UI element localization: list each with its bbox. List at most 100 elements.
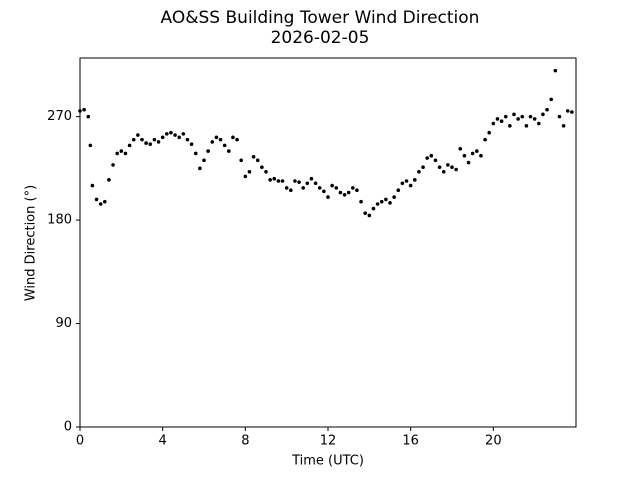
- data-point: [103, 199, 107, 204]
- data-point: [289, 188, 293, 192]
- data-point: [214, 135, 219, 140]
- data-point: [338, 190, 343, 195]
- data-point: [466, 160, 471, 165]
- data-point: [239, 158, 243, 163]
- data-point: [193, 151, 198, 156]
- data-point: [115, 151, 119, 156]
- data-point: [508, 124, 512, 128]
- data-point: [231, 135, 235, 140]
- data-point: [181, 132, 186, 136]
- x-tick-label: 0: [76, 434, 84, 449]
- data-point: [388, 201, 392, 205]
- y-tick-label: 90: [55, 316, 72, 331]
- data-point: [483, 137, 487, 142]
- data-point: [243, 174, 248, 179]
- data-point: [516, 117, 520, 121]
- data-point: [355, 188, 359, 192]
- x-tick-label: 4: [159, 434, 167, 449]
- data-point: [177, 135, 181, 140]
- data-point: [367, 213, 372, 218]
- x-axis-label: Time (UTC): [291, 454, 364, 469]
- x-tick-label: 12: [320, 434, 337, 449]
- data-point: [330, 183, 334, 188]
- data-point: [499, 119, 504, 124]
- y-tick-label: 180: [47, 213, 72, 228]
- data-point: [148, 142, 153, 147]
- data-point: [98, 202, 103, 206]
- chart-title: AO&SS Building Tower Wind Direction: [161, 8, 480, 28]
- data-point: [528, 114, 533, 119]
- data-point: [206, 149, 210, 153]
- data-point: [503, 114, 508, 119]
- data-point: [218, 137, 223, 142]
- data-point: [437, 165, 442, 170]
- y-tick-label: 0: [64, 420, 72, 435]
- data-point: [173, 133, 177, 137]
- data-point: [123, 151, 128, 156]
- data-point: [140, 137, 144, 142]
- data-point: [363, 211, 368, 215]
- data-point: [392, 195, 396, 199]
- data-point: [495, 117, 500, 121]
- data-point: [198, 166, 202, 171]
- data-point: [429, 153, 434, 158]
- data-point: [293, 179, 297, 183]
- data-point: [379, 199, 384, 204]
- data-point: [375, 202, 380, 206]
- data-point: [396, 188, 401, 192]
- data-point: [400, 181, 405, 186]
- data-point: [309, 176, 314, 181]
- data-point: [276, 179, 281, 183]
- data-point: [524, 124, 529, 128]
- data-point: [553, 68, 558, 73]
- data-point: [210, 140, 215, 144]
- data-point: [272, 176, 277, 181]
- data-point: [268, 178, 272, 182]
- data-point: [160, 135, 165, 140]
- data-point: [359, 199, 363, 204]
- x-tick-label: 16: [402, 434, 419, 449]
- data-point: [127, 143, 132, 148]
- data-point: [413, 178, 417, 182]
- data-point: [227, 149, 231, 153]
- data-point: [88, 143, 93, 148]
- data-point: [264, 170, 268, 174]
- data-point: [156, 140, 161, 144]
- x-tick-label: 20: [485, 434, 502, 449]
- data-point: [136, 133, 140, 137]
- data-point: [202, 158, 206, 163]
- data-point: [404, 179, 409, 183]
- chart-subtitle: 2026-02-05: [271, 28, 370, 48]
- data-point: [94, 197, 99, 202]
- data-point: [433, 158, 438, 163]
- data-point: [421, 165, 425, 170]
- plot-frame: [79, 57, 577, 428]
- data-point: [152, 137, 157, 142]
- data-point: [454, 167, 458, 172]
- data-point: [458, 147, 463, 151]
- data-point: [317, 186, 322, 190]
- data-point: [326, 195, 330, 199]
- data-point: [82, 107, 86, 112]
- data-point: [487, 130, 492, 135]
- data-point: [280, 179, 285, 183]
- y-tick-label: 270: [47, 109, 72, 124]
- data-point: [144, 141, 148, 145]
- data-point: [185, 137, 190, 142]
- data-point: [301, 186, 306, 190]
- data-point: [346, 190, 351, 195]
- data-point: [255, 158, 260, 163]
- data-point: [541, 112, 545, 117]
- x-tick-label: 8: [241, 434, 249, 449]
- data-point: [313, 181, 318, 186]
- data-point: [222, 143, 227, 148]
- data-point: [371, 206, 376, 211]
- data-point: [342, 192, 347, 197]
- data-point: [131, 137, 136, 142]
- data-point: [425, 156, 430, 160]
- data-point: [408, 183, 413, 188]
- data-point: [557, 114, 562, 119]
- data-point: [520, 114, 525, 119]
- data-point: [450, 165, 454, 170]
- data-point: [479, 153, 483, 158]
